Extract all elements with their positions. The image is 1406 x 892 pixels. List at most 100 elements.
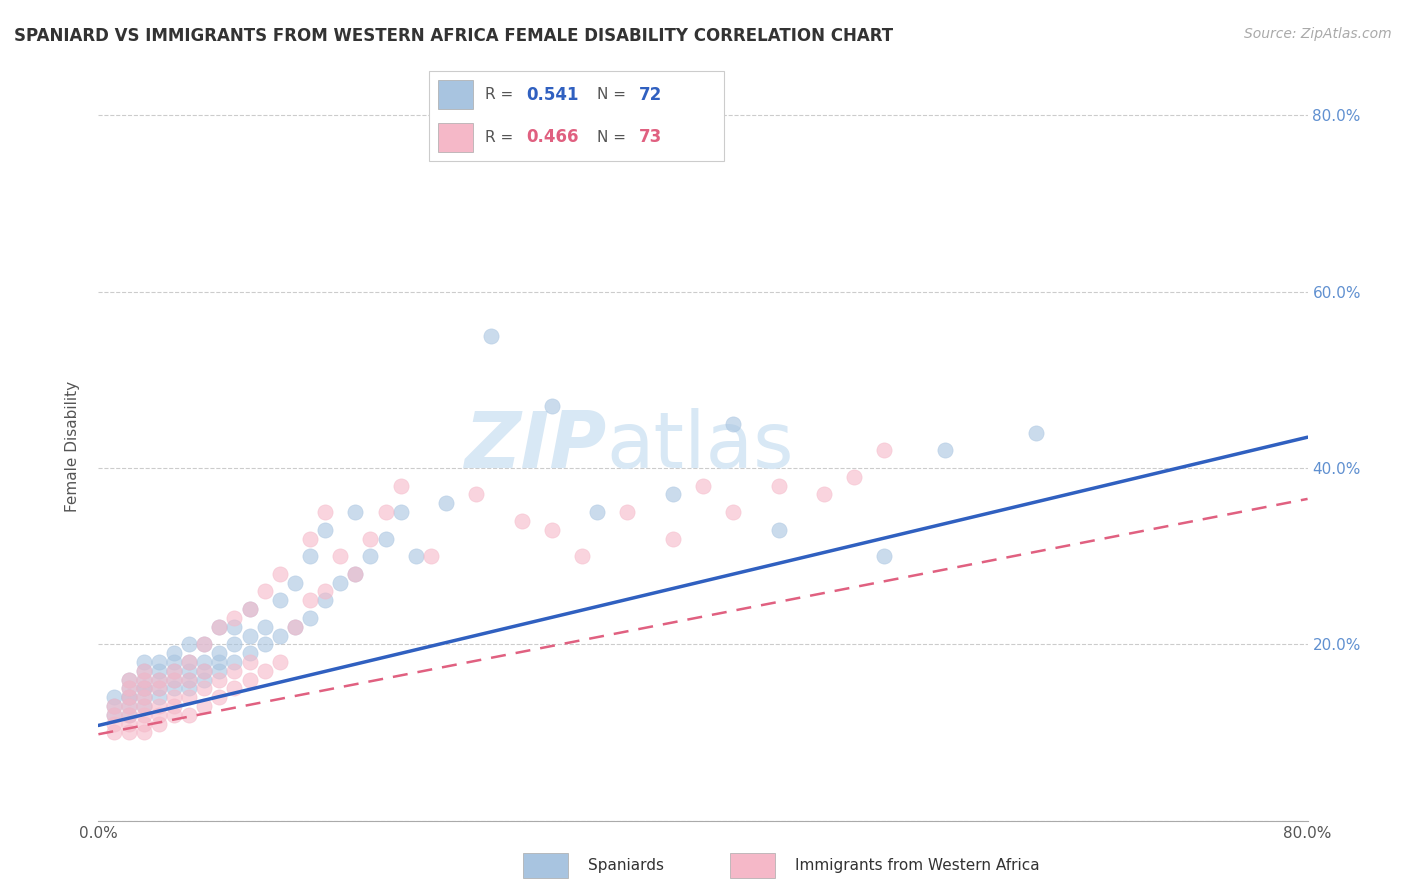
Point [314, 505, 336, 519]
FancyBboxPatch shape [730, 853, 775, 878]
Point [344, 566, 367, 581]
FancyBboxPatch shape [523, 853, 568, 878]
Point [873, 549, 896, 564]
Point [103, 716, 125, 731]
Point [844, 470, 866, 484]
Point [224, 681, 246, 696]
Point [132, 673, 155, 687]
Point [103, 699, 125, 714]
Point [208, 664, 231, 678]
Point [163, 681, 186, 696]
Point [208, 620, 231, 634]
Point [208, 646, 231, 660]
Point [132, 716, 155, 731]
Text: 0.541: 0.541 [526, 86, 579, 103]
Point [148, 664, 170, 678]
Point [132, 725, 155, 739]
Point [314, 593, 336, 607]
Point [179, 664, 201, 678]
Text: 72: 72 [638, 86, 662, 103]
Point [208, 655, 231, 669]
Point [208, 690, 231, 705]
Text: N =: N = [598, 87, 631, 102]
Point [163, 646, 186, 660]
Text: Immigrants from Western Africa: Immigrants from Western Africa [794, 858, 1039, 872]
Point [163, 664, 186, 678]
Point [193, 699, 215, 714]
Point [163, 699, 186, 714]
Point [934, 443, 956, 458]
Point [132, 655, 155, 669]
Point [208, 673, 231, 687]
Point [179, 637, 201, 651]
Text: Spaniards: Spaniards [588, 858, 664, 872]
Point [103, 707, 125, 722]
Point [103, 699, 125, 714]
Point [239, 602, 262, 616]
Point [103, 725, 125, 739]
Point [118, 699, 141, 714]
Point [118, 707, 141, 722]
Point [118, 673, 141, 687]
Point [148, 681, 170, 696]
Point [269, 566, 291, 581]
Point [132, 673, 155, 687]
Point [118, 681, 141, 696]
FancyBboxPatch shape [437, 123, 472, 152]
Point [768, 478, 790, 492]
Point [148, 716, 170, 731]
Point [768, 523, 790, 537]
Point [389, 505, 412, 519]
Point [118, 690, 141, 705]
Point [405, 549, 427, 564]
Point [148, 655, 170, 669]
Point [465, 487, 488, 501]
Point [329, 549, 352, 564]
Point [253, 620, 276, 634]
Point [179, 673, 201, 687]
Point [374, 505, 396, 519]
Point [132, 690, 155, 705]
Point [344, 566, 367, 581]
Point [163, 673, 186, 687]
Point [193, 637, 215, 651]
Point [193, 664, 215, 678]
Point [132, 681, 155, 696]
Text: Source: ZipAtlas.com: Source: ZipAtlas.com [1244, 27, 1392, 41]
Point [374, 532, 396, 546]
Point [148, 681, 170, 696]
Point [118, 673, 141, 687]
Point [224, 664, 246, 678]
Point [193, 637, 215, 651]
Point [179, 673, 201, 687]
Point [586, 505, 609, 519]
Point [148, 690, 170, 705]
Point [813, 487, 835, 501]
Point [193, 664, 215, 678]
Point [118, 707, 141, 722]
Point [148, 673, 170, 687]
Point [193, 681, 215, 696]
Text: R =: R = [485, 87, 517, 102]
Point [239, 673, 262, 687]
Point [118, 716, 141, 731]
Point [118, 699, 141, 714]
Point [163, 664, 186, 678]
Point [723, 505, 745, 519]
FancyBboxPatch shape [437, 80, 472, 109]
Point [253, 664, 276, 678]
Point [179, 690, 201, 705]
Point [344, 505, 367, 519]
Point [193, 673, 215, 687]
Point [284, 620, 307, 634]
Point [148, 699, 170, 714]
FancyBboxPatch shape [429, 71, 724, 161]
Point [314, 523, 336, 537]
Point [179, 707, 201, 722]
Point [163, 690, 186, 705]
Point [873, 443, 896, 458]
Point [103, 690, 125, 705]
Point [224, 655, 246, 669]
Point [269, 593, 291, 607]
Text: SPANIARD VS IMMIGRANTS FROM WESTERN AFRICA FEMALE DISABILITY CORRELATION CHART: SPANIARD VS IMMIGRANTS FROM WESTERN AFRI… [14, 27, 893, 45]
